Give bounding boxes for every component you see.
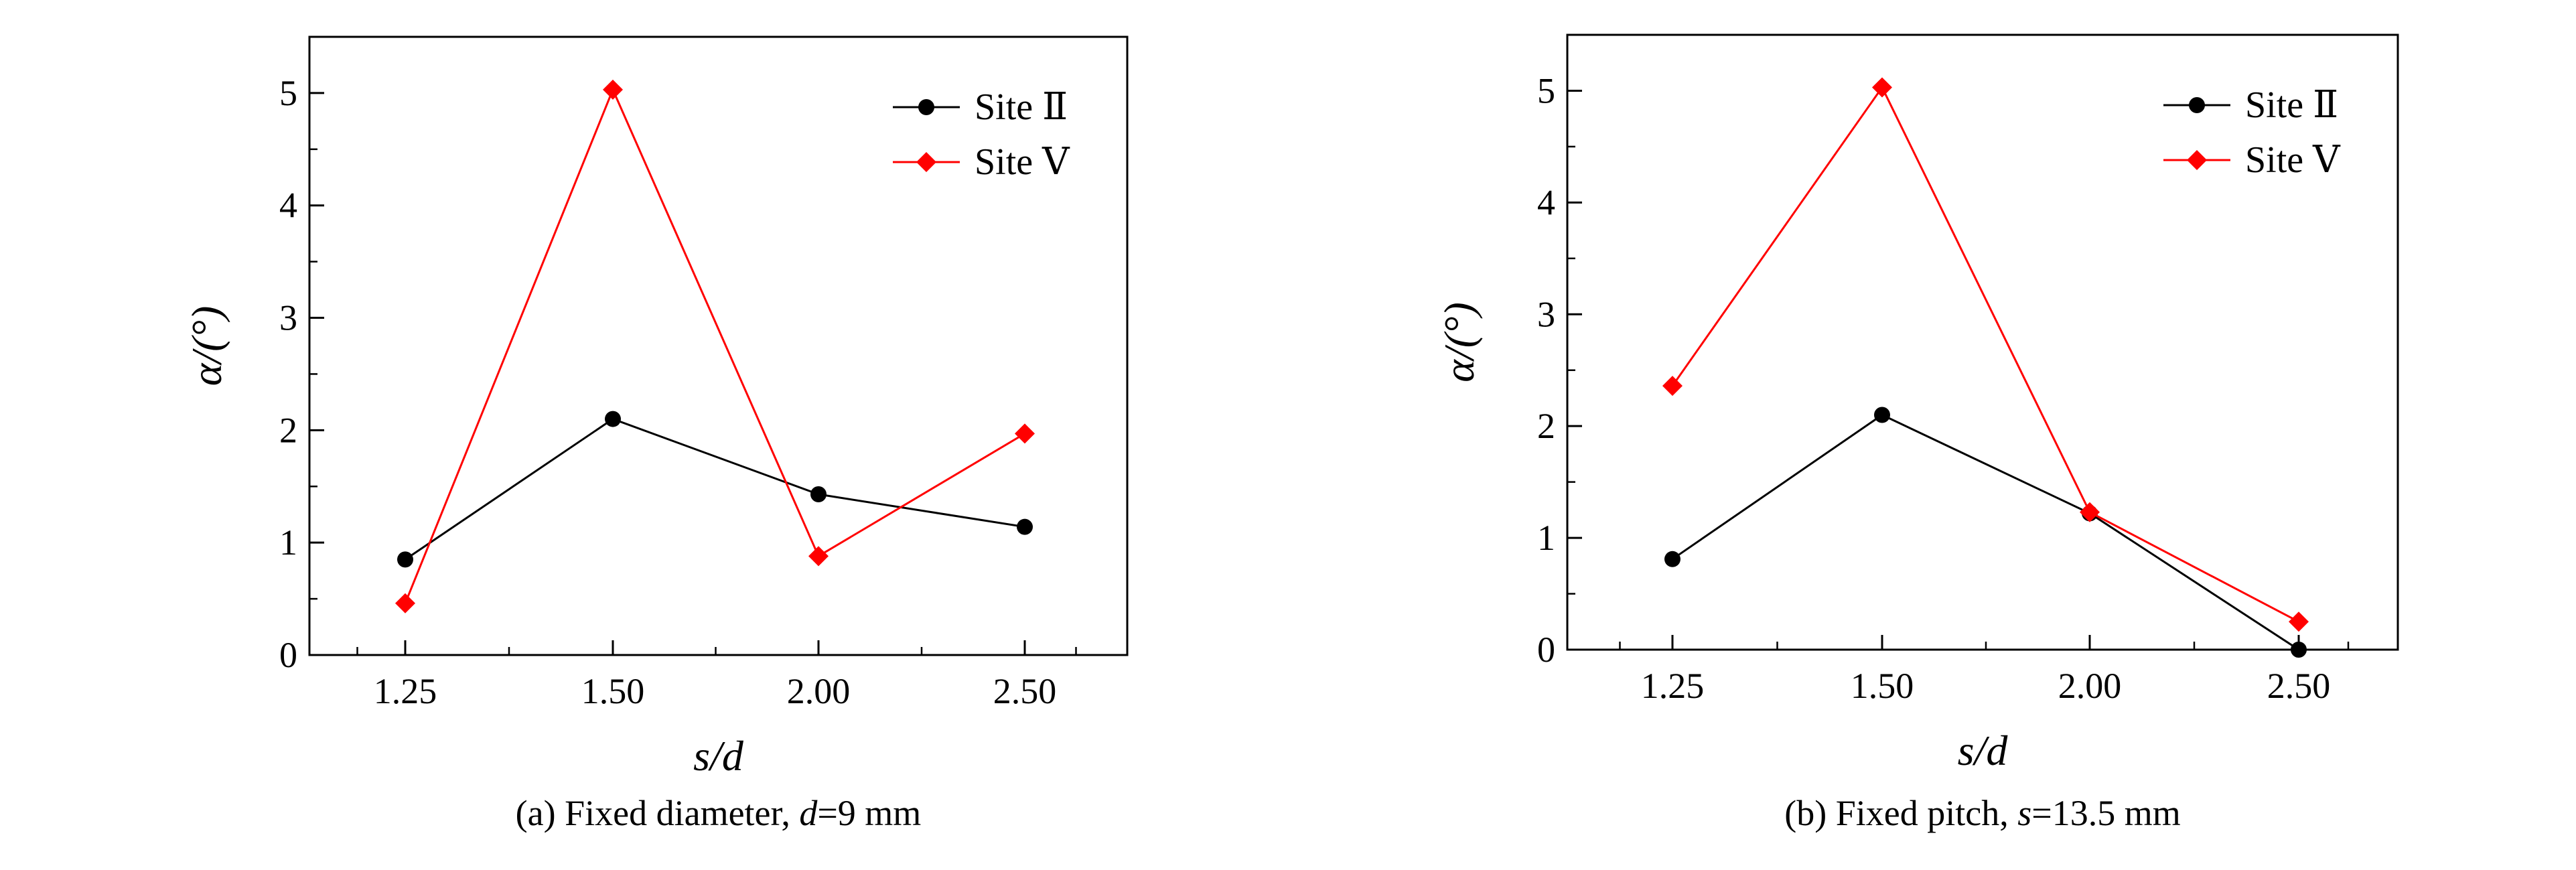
x-axis-label: s/d — [693, 732, 744, 780]
chart-panel-b: 0 1 2 3 4 5 1.25 1.50 2.00 2.50 s/d α/(°) (b) Fixed … — [1435, 33, 2399, 833]
caption-suffix: =9 mm — [817, 793, 921, 833]
y-tick-label: 4 — [1537, 182, 1555, 222]
plot-frame — [1566, 33, 2399, 651]
data-point-diamond — [1872, 77, 1892, 98]
legend-label: Site Ⅴ — [975, 141, 1070, 183]
data-point-diamond — [395, 593, 415, 613]
caption-prefix: (b) Fixed pitch, — [1784, 793, 2017, 833]
series-line — [405, 417, 1025, 561]
y-axis-label: α/(°) — [183, 306, 230, 386]
series-line — [404, 87, 1025, 604]
y-tick-label: 2 — [279, 410, 297, 450]
legend-label: Site Ⅱ — [2245, 84, 2338, 126]
series-line — [1672, 413, 2299, 651]
data-point-circle — [810, 486, 827, 503]
x-tick-label: 2.00 — [2058, 666, 2122, 706]
legend-label: Site Ⅱ — [975, 86, 1068, 128]
data-point-circle — [1017, 518, 1033, 535]
legend-marker-diamond — [2187, 150, 2207, 170]
legend-label: Site Ⅴ — [2245, 139, 2341, 181]
y-tick-label: 4 — [279, 186, 297, 226]
data-point-diamond — [1015, 423, 1035, 444]
y-axis-label: α/(°) — [1435, 302, 1483, 382]
series-site-5 — [395, 79, 1035, 613]
data-point-diamond — [2080, 502, 2100, 522]
data-point-circle — [397, 551, 413, 568]
series-site-2 — [1664, 407, 2307, 658]
legend-marker-circle — [918, 99, 934, 115]
caption-variable: s — [2017, 793, 2031, 833]
x-axis-label: s/d — [1958, 727, 2009, 774]
x-tick-label: 1.50 — [581, 671, 645, 711]
y-tick-label: 1 — [279, 522, 297, 563]
x-tick-label: 1.25 — [1641, 666, 1705, 706]
y-tick-label: 1 — [1537, 518, 1555, 558]
legend: Site Ⅱ Site Ⅴ — [893, 86, 1070, 183]
caption-variable: d — [799, 793, 818, 833]
y-tick-label: 0 — [1537, 630, 1555, 670]
data-point-diamond — [1662, 376, 1683, 396]
data-point-circle — [605, 411, 621, 427]
caption: (b) Fixed pitch, s=13.5 mm — [1784, 793, 2180, 833]
x-tick-label: 1.25 — [374, 671, 437, 711]
legend-marker-circle — [2189, 97, 2205, 113]
chart-panel-a: 0 1 2 3 4 5 1.25 1.50 2.00 2.50 s/d α/(°) (a) Fixed … — [183, 35, 1129, 833]
data-point-diamond — [2289, 611, 2309, 632]
x-tick-label: 1.50 — [1851, 666, 1914, 706]
series-site-2 — [397, 411, 1033, 568]
caption: (a) Fixed diameter, d=9 mm — [516, 793, 922, 833]
data-point-circle — [1664, 551, 1680, 567]
legend: Site Ⅱ Site Ⅴ — [2163, 84, 2341, 181]
y-tick-label: 5 — [279, 73, 297, 113]
plot-frame — [308, 35, 1129, 656]
y-tick-label: 3 — [279, 298, 297, 338]
series-site-5 — [1662, 77, 2309, 632]
data-point-circle — [2291, 642, 2307, 658]
y-tick-label: 0 — [279, 635, 297, 675]
x-tick-label: 2.50 — [2267, 666, 2331, 706]
y-tick-label: 5 — [1537, 70, 1555, 111]
caption-prefix: (a) Fixed diameter, — [516, 793, 800, 833]
data-point-circle — [1874, 407, 1890, 423]
y-tick-label: 2 — [1537, 406, 1555, 446]
data-point-diamond — [808, 546, 829, 567]
series-line — [1671, 85, 2299, 623]
x-tick-label: 2.50 — [993, 671, 1057, 711]
x-tick-label: 2.00 — [787, 671, 851, 711]
legend-marker-diamond — [916, 152, 936, 172]
y-tick-label: 3 — [1537, 294, 1555, 334]
data-point-diamond — [603, 79, 623, 100]
caption-suffix: =13.5 mm — [2031, 793, 2180, 833]
